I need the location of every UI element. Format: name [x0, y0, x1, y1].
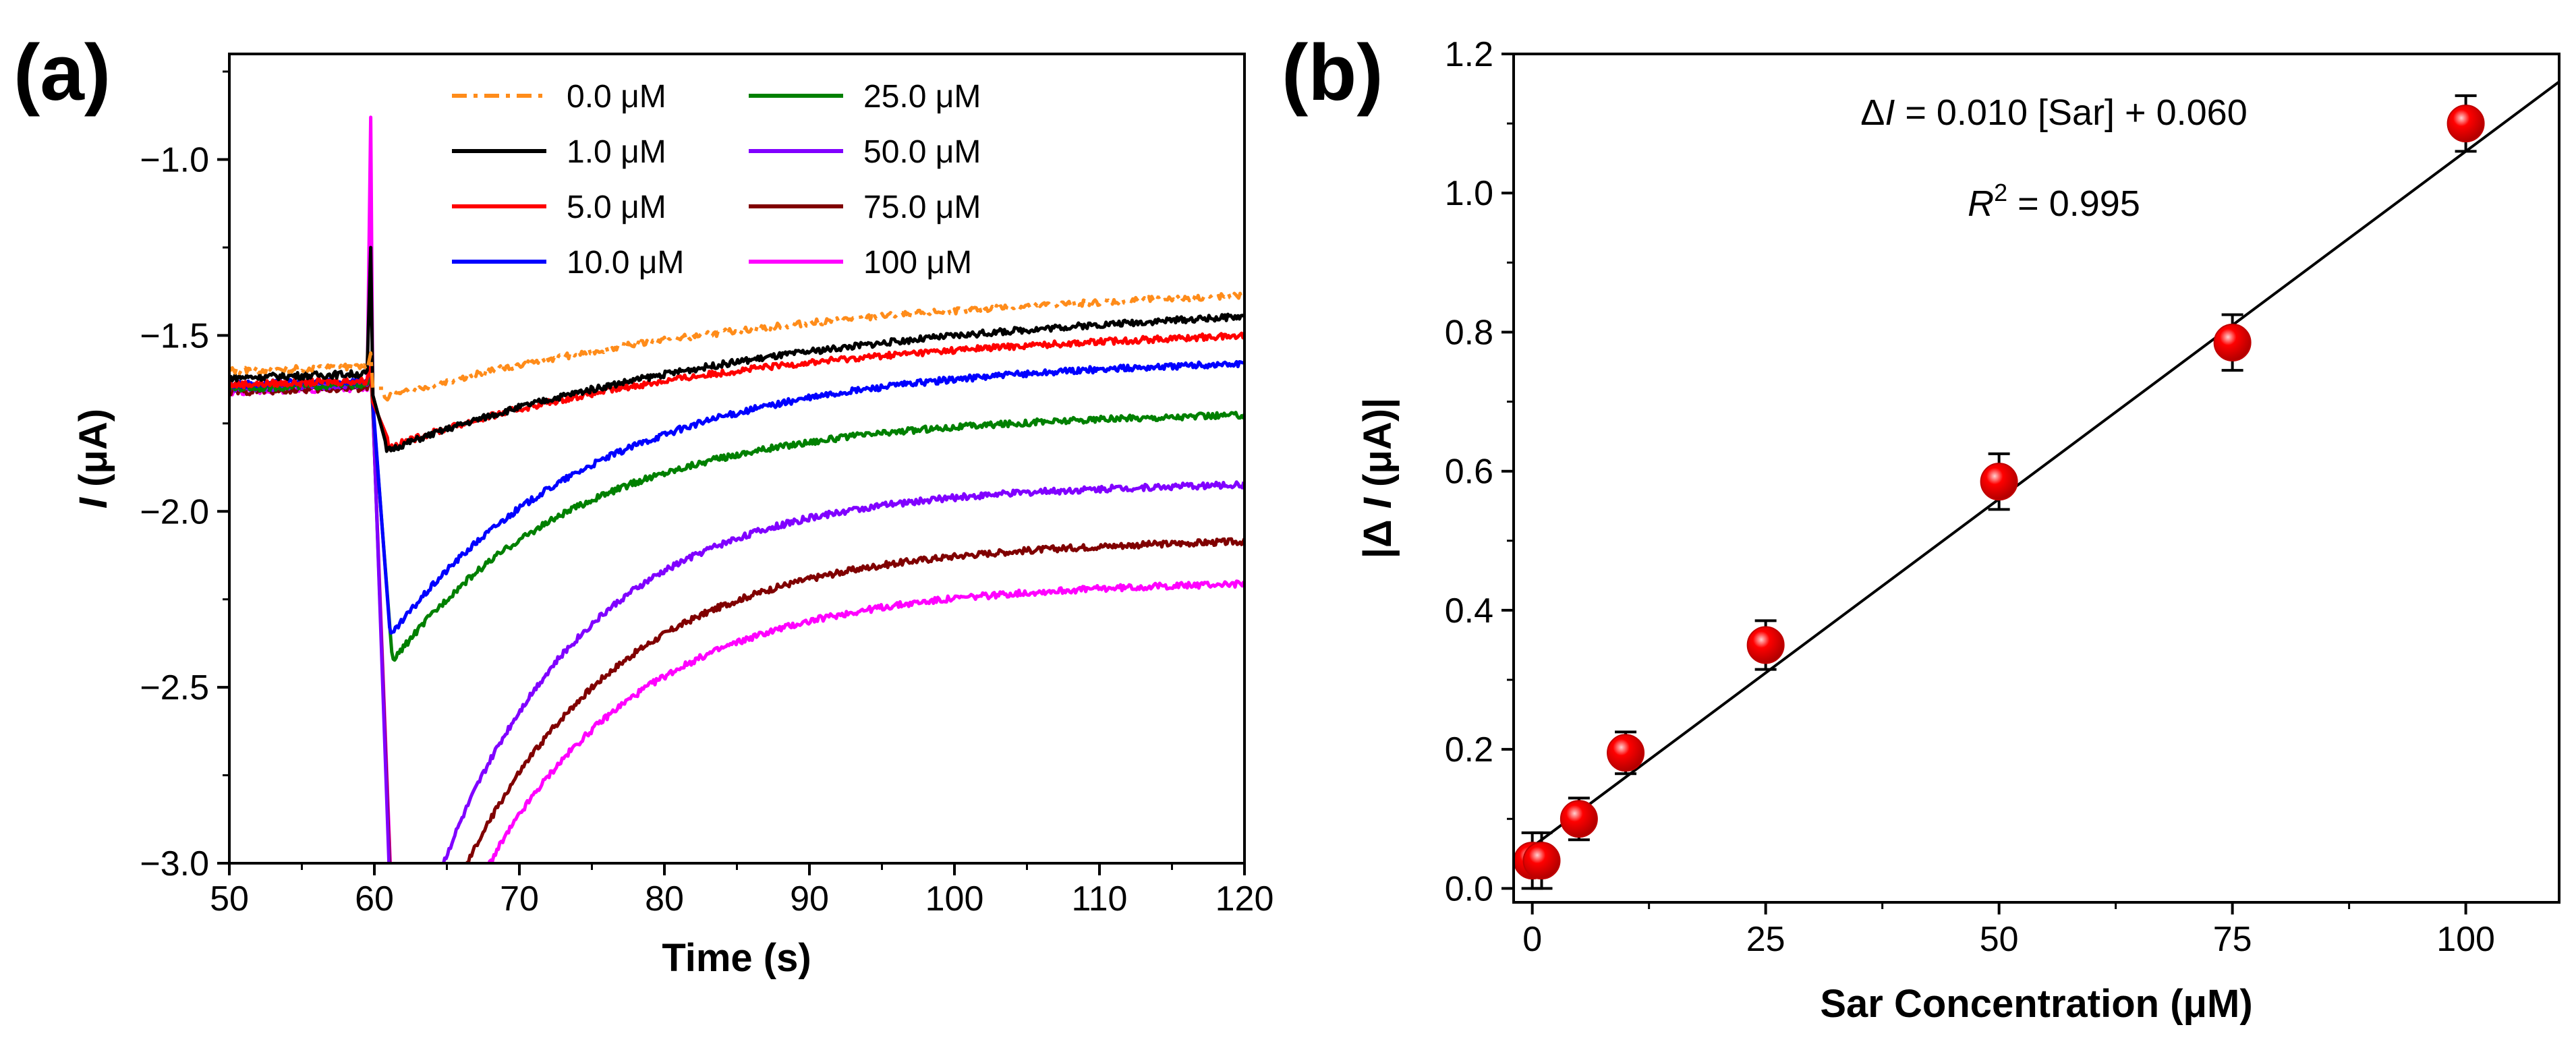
chart-a-legend-label: 100 μM: [863, 245, 972, 281]
chart-b-x-tick-label: 75: [2213, 920, 2252, 959]
chart-a-series-group: [229, 115, 1244, 863]
chart-a-series-line: [229, 369, 1244, 662]
chart-a-x-tick-label: 110: [1072, 879, 1128, 919]
chart-a-frame: [228, 53, 1246, 865]
chart-a-y-tick-label: −3.0: [140, 844, 209, 883]
chart-b-y-axis-title-prefix: |Δ: [1356, 508, 1400, 558]
chart-b-y-tick-label: 1.0: [1445, 174, 1493, 213]
chart-a-series-line: [229, 359, 1244, 635]
chart-a-x-tick-label: 80: [645, 879, 684, 919]
chart-b-data-point: [2446, 105, 2485, 143]
chart-b-y-tick-label: 0.8: [1445, 313, 1493, 352]
chart-b-x-tick-label: 50: [1980, 920, 2019, 959]
chart-b-x-axis-title: Sar Concentration (μM): [1820, 982, 2252, 1026]
chart-b-y-tick-label: 0.4: [1445, 591, 1493, 631]
chart-a-y-ticks: −3.0 −2.5 −2.0 −1.5 −1.0: [140, 70, 229, 883]
chart-a-x-tick-label: 70: [500, 879, 539, 919]
chart-a-series-line: [229, 372, 1244, 863]
chart-b-fit-line: [1512, 80, 2560, 862]
chart-b-fit-equation: ΔI = 0.010 [Sar] + 0.060: [1860, 92, 2247, 133]
chart-a-x-tick-label: 90: [790, 879, 829, 919]
chart-a-series-line: [229, 369, 1244, 863]
chart-b: 0 25 50 75 100 0.0 0.2 0.4 0.6 0.8 1.0 1.2 Sar Con…: [1356, 35, 2560, 1026]
chart-a-legend-label: 25.0 μM: [863, 79, 981, 115]
chart-b-x-tick-label: 100: [2436, 920, 2495, 959]
chart-b-data-point: [2213, 323, 2252, 361]
chart-a-legend-label: 75.0 μM: [863, 190, 981, 225]
chart-b-y-tick-label: 0.2: [1445, 730, 1493, 769]
chart-b-data-point: [1980, 463, 2018, 501]
chart-b-y-tick-label: 0.6: [1445, 453, 1493, 492]
chart-b-r-symbol: R: [1968, 183, 1994, 224]
chart-b-y-tick-label: 1.2: [1445, 35, 1493, 74]
chart-b-r-superscript: 2: [1994, 179, 2007, 206]
chart-a-legend: 0.0 μM 1.0 μM 5.0 μM 10.0 μM 25.0 μM 50.0 μM 7…: [452, 79, 981, 281]
chart-a-legend-label: 1.0 μM: [567, 134, 666, 170]
chart-b-equation-rest: = 0.010 [Sar] + 0.060: [1895, 92, 2247, 133]
chart-b-points: [1513, 94, 2485, 890]
chart-b-data-point: [1746, 626, 1785, 664]
chart-a-x-tick-label: 60: [355, 879, 394, 919]
chart-b-y-axis-title: |Δ I (μA)|: [1356, 398, 1400, 559]
chart-a-series-line: [229, 291, 1244, 402]
chart-a-series-line: [229, 331, 1244, 451]
chart-b-r-value: = 0.995: [2007, 183, 2140, 224]
chart-b-frame: [1512, 53, 2560, 904]
chart-a-x-ticks: 50 60 70 80 90 100 110 120: [210, 863, 1273, 919]
chart-a-x-tick-label: 50: [210, 879, 249, 919]
chart-a: 50 60 70 80 90 100 110 120 −3.0 −2.5 −2.0 −1.5 −1.0…: [71, 53, 1273, 980]
chart-a-y-tick-label: −1.5: [140, 316, 209, 355]
chart-a-y-axis-title-italic: I: [71, 496, 115, 508]
panel-label-a: (a): [13, 28, 111, 117]
chart-a-legend-label: 10.0 μM: [567, 245, 684, 281]
chart-b-x-tick-label: 0: [1522, 920, 1542, 959]
chart-b-y-axis-title-unit: (μA)|: [1356, 398, 1400, 498]
chart-b-data-point: [1559, 800, 1598, 838]
chart-b-y-axis-title-italic: I: [1356, 496, 1400, 508]
chart-a-y-axis-title: I (μA): [71, 409, 115, 508]
chart-b-r-squared: R2 = 0.995: [1968, 179, 2140, 224]
chart-a-legend-label: 5.0 μM: [567, 190, 666, 225]
chart-a-x-axis-title: Time (s): [662, 936, 811, 980]
chart-b-equation-i: I: [1885, 92, 1895, 133]
chart-a-y-tick-label: −2.0: [140, 492, 209, 531]
chart-a-legend-label: 0.0 μM: [567, 79, 666, 115]
chart-a-y-axis-title-unit: (μA): [71, 409, 115, 498]
chart-b-x-ticks: 0 25 50 75 100: [1522, 902, 2495, 959]
chart-b-x-tick-label: 25: [1746, 920, 1785, 959]
chart-a-series-line: [229, 245, 1244, 453]
chart-b-data-point: [1607, 734, 1645, 772]
panel-label-b: (b): [1282, 28, 1383, 117]
chart-a-y-tick-label: −1.0: [140, 141, 209, 180]
chart-a-series-line: [229, 115, 1244, 863]
chart-a-x-tick-label: 100: [925, 879, 984, 919]
chart-a-y-tick-label: −2.5: [140, 668, 209, 707]
chart-a-legend-label: 50.0 μM: [863, 134, 981, 170]
chart-a-x-tick-label: 120: [1215, 879, 1274, 919]
chart-b-data-point: [1522, 842, 1561, 880]
chart-b-equation-delta: Δ: [1860, 92, 1885, 133]
chart-b-y-tick-label: 0.0: [1445, 869, 1493, 908]
chart-b-y-ticks: 0.0 0.2 0.4 0.6 0.8 1.0 1.2: [1445, 35, 1514, 908]
